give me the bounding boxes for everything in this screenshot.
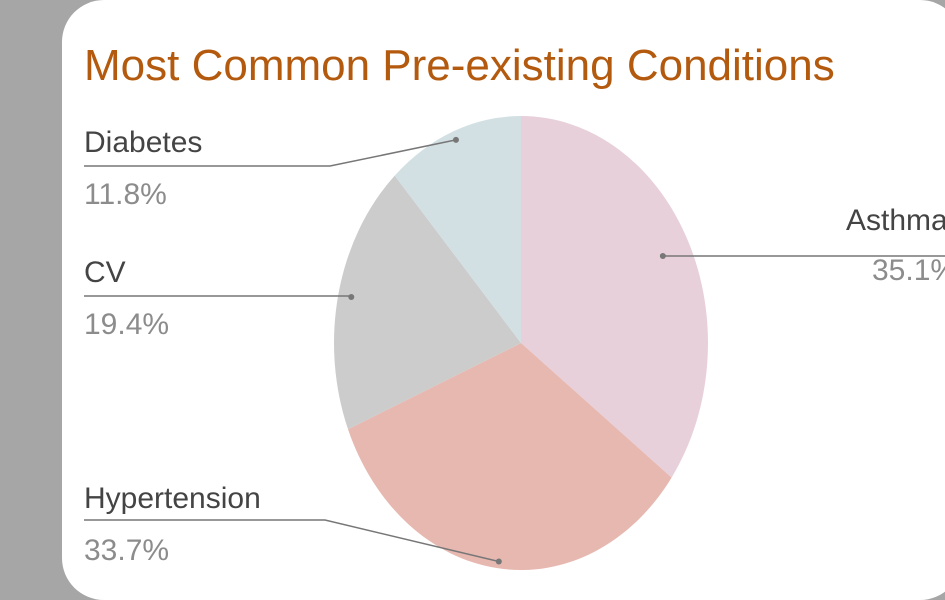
leader-dot-diabetes [452, 136, 459, 143]
leader-line-cv [84, 295, 352, 298]
pie-chart: Most Common Pre-existing Conditions Asth… [84, 41, 945, 571]
leader-lines [84, 136, 945, 565]
slice-label-hypertension: Hypertension [84, 482, 261, 515]
pie-slice-diabetes [394, 116, 521, 343]
slice-value-asthma: 35.1% [872, 254, 945, 287]
slice-label-asthma: Asthma [846, 204, 945, 237]
slice-value-hypertension: 33.7% [84, 534, 169, 567]
pie-slice-asthma [521, 116, 708, 478]
leader-dot-hypertension [495, 558, 502, 565]
slice-label-diabetes: Diabetes [84, 126, 202, 159]
pie-slice-cv [334, 175, 521, 430]
chart-title: Most Common Pre-existing Conditions [84, 41, 835, 90]
leader-dot-cv [348, 293, 355, 300]
pie-slices [334, 116, 708, 571]
slice-value-cv: 19.4% [84, 308, 169, 341]
leader-line-hypertension [84, 519, 500, 563]
pie-slice-hypertension [348, 343, 672, 571]
slice-labels: Asthma 35.1% Hypertension 33.7% CV 19.4% Diabe… [84, 126, 945, 567]
slice-value-diabetes: 11.8% [84, 178, 167, 211]
leader-dot-asthma [659, 252, 666, 259]
leader-line-diabetes [84, 139, 457, 167]
slice-label-cv: CV [84, 256, 126, 289]
